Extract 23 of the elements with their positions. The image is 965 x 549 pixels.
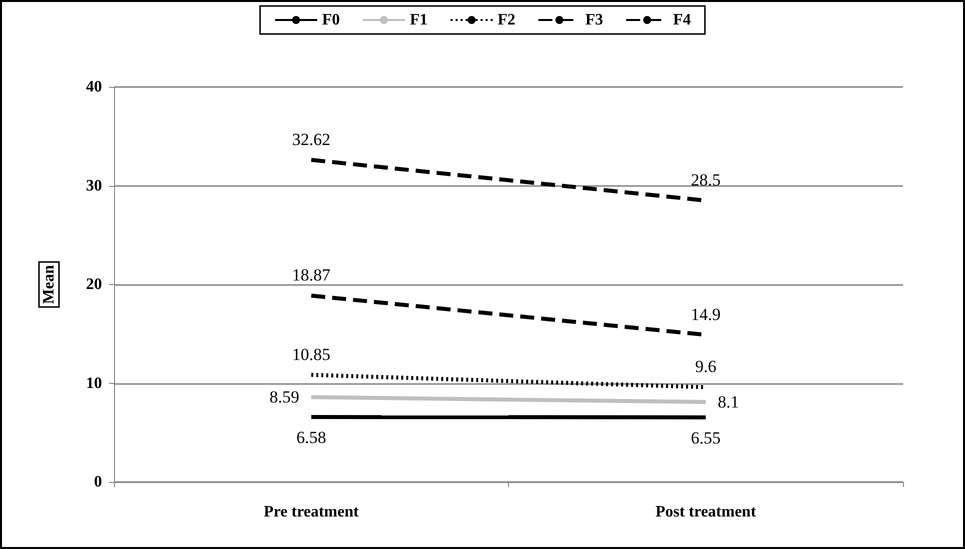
legend-label: F4 — [673, 12, 691, 28]
x-tick-label: Pre treatment — [264, 504, 360, 520]
data-label: 6.55 — [690, 428, 721, 448]
data-label: 10.85 — [292, 344, 330, 364]
data-label: 8.59 — [270, 388, 300, 407]
legend-label: F0 — [322, 12, 340, 28]
data-label: 6.58 — [296, 428, 326, 448]
data-label: 18.87 — [292, 266, 331, 285]
y-axis-title: Mean — [40, 264, 58, 304]
legend-label: F2 — [498, 12, 516, 28]
y-tick-label: 20 — [86, 276, 102, 293]
y-tick-label: 0 — [94, 474, 102, 490]
data-label: 9.6 — [695, 357, 716, 376]
y-tick-label: 30 — [86, 177, 102, 194]
data-label: 14.9 — [690, 304, 721, 324]
data-label: 8.1 — [718, 392, 739, 412]
legend-label: F3 — [585, 12, 604, 28]
data-label: 32.62 — [292, 130, 330, 149]
data-label: 28.5 — [690, 170, 721, 190]
x-tick-label: Post treatment — [655, 504, 757, 520]
y-tick-label: 10 — [86, 374, 102, 392]
legend-label: F1 — [410, 12, 428, 28]
y-tick-label: 40 — [86, 78, 102, 96]
